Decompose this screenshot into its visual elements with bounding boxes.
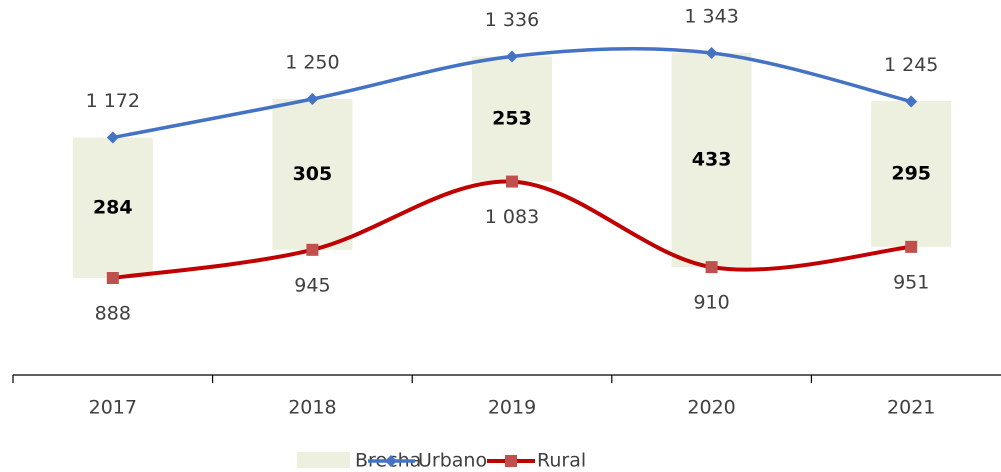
- legend-label: Rural: [537, 450, 586, 472]
- gap-label: 253: [492, 108, 532, 130]
- data-label: 945: [294, 274, 330, 296]
- gap-bar: [72, 137, 153, 278]
- x-tick-label: 2021: [887, 397, 935, 419]
- marker: [705, 47, 718, 59]
- gap-label: 295: [891, 162, 931, 184]
- data-label: 1 083: [485, 206, 539, 228]
- marker: [306, 243, 319, 256]
- marker: [106, 272, 119, 284]
- marker: [905, 95, 918, 108]
- marker: [506, 175, 518, 188]
- data-label: 910: [693, 292, 729, 314]
- gap-label: 305: [293, 163, 333, 185]
- series-line: [112, 179, 912, 280]
- marker: [506, 50, 518, 63]
- gap-bar: [272, 98, 353, 250]
- gap-bar: [871, 100, 952, 247]
- x-tick-label: 2018: [288, 397, 336, 419]
- gap-label: 433: [692, 149, 732, 171]
- data-label: 1 250: [285, 51, 339, 73]
- x-tick-label: 2020: [687, 397, 735, 419]
- x-tick-label: 2017: [89, 397, 137, 419]
- legend-swatch: [297, 452, 350, 468]
- legend-swatch: [385, 455, 397, 467]
- gap-label: 284: [93, 196, 133, 218]
- marker: [905, 240, 918, 253]
- x-tick-label: 2019: [488, 397, 536, 419]
- data-label: 1 245: [884, 54, 938, 76]
- marker: [306, 92, 319, 105]
- data-label: 888: [95, 303, 131, 325]
- marker: [705, 261, 718, 274]
- legend-label: Urbano: [418, 450, 487, 472]
- marker: [106, 131, 119, 144]
- data-label: 1 343: [684, 6, 738, 28]
- gap-bar: [472, 56, 552, 182]
- data-label: 1 336: [485, 9, 539, 31]
- data-label: 1 172: [86, 90, 140, 112]
- gap-bar: [671, 53, 752, 268]
- data-label: 951: [893, 271, 929, 293]
- legend-swatch: [505, 455, 517, 467]
